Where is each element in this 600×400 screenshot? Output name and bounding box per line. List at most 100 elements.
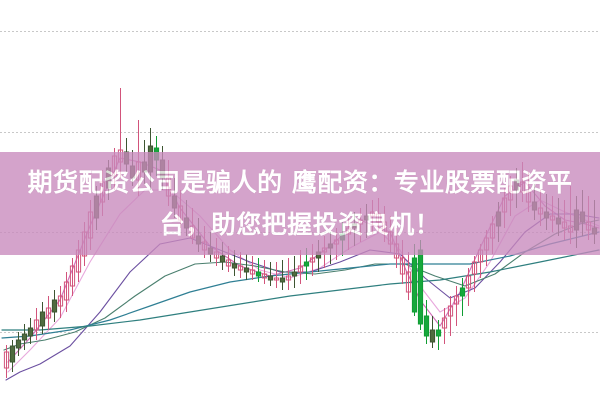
candle-body [579, 211, 586, 223]
candle-body [423, 315, 430, 337]
candle-74 [447, 296, 454, 336]
candle-body [219, 255, 226, 263]
candle-body [69, 265, 76, 287]
candle-body [267, 275, 274, 281]
candle-76 [459, 278, 466, 316]
candle-9 [57, 286, 64, 318]
candle-45 [273, 262, 280, 288]
candle-7 [45, 296, 52, 330]
candle-78 [471, 256, 478, 292]
candle-body [315, 251, 322, 259]
candle-body [237, 265, 244, 271]
candle-body [399, 257, 406, 275]
candle-5 [33, 308, 40, 340]
candle-4 [27, 318, 34, 344]
candle-48 [291, 256, 298, 288]
candle-body [3, 351, 10, 369]
candle-body [9, 345, 16, 363]
candle-body [411, 257, 418, 313]
candle-42 [255, 258, 262, 282]
candle-body [543, 211, 550, 219]
candle-body [435, 329, 442, 337]
candle-body [495, 211, 502, 227]
candle-73 [441, 308, 448, 344]
candle-10 [63, 272, 70, 312]
candle-39 [237, 252, 244, 278]
candle-41 [249, 256, 256, 280]
candle-3 [21, 324, 28, 350]
candle-body [51, 299, 58, 313]
candle-body [279, 277, 286, 283]
candle-body [39, 311, 46, 327]
candle-body [555, 217, 562, 225]
candle-72 [435, 320, 442, 350]
candle-body [291, 271, 298, 277]
candle-71 [429, 316, 436, 348]
candle-body [447, 305, 454, 317]
candle-body [159, 159, 166, 179]
candle-body [339, 233, 346, 241]
candle-body [405, 271, 412, 293]
candle-67 [405, 252, 412, 300]
candle-body [129, 165, 136, 179]
candle-body [351, 223, 358, 229]
candle-body [471, 261, 478, 275]
candle-body [591, 227, 598, 235]
candle-body [225, 259, 232, 267]
candle-body [153, 147, 160, 161]
candle-body [303, 261, 310, 267]
candle-body [417, 249, 424, 325]
candle-43 [261, 260, 268, 284]
candle-77 [465, 268, 472, 306]
candle-body [105, 167, 112, 189]
ma-line-ma120 [1, 249, 600, 331]
candle-body [171, 195, 178, 209]
candle-body [255, 271, 262, 277]
candle-75 [453, 286, 460, 326]
candle-body [273, 277, 280, 281]
candle-6 [39, 302, 46, 334]
candle-body [183, 217, 190, 229]
candle-body [573, 209, 580, 231]
candle-8 [51, 290, 58, 322]
candle-70 [423, 300, 430, 344]
ma-line-ma60 [1, 231, 600, 339]
candle-body [243, 267, 250, 273]
candle-11 [69, 258, 76, 296]
candle-body [297, 265, 304, 273]
candle-69 [417, 240, 424, 330]
candle-49 [297, 250, 304, 284]
candle-body [459, 287, 466, 297]
candle-body [441, 317, 448, 329]
candle-body [15, 339, 22, 349]
candle-body [141, 161, 148, 173]
candle-body [45, 307, 52, 319]
candle-body [21, 333, 28, 341]
candle-body [123, 151, 130, 165]
candle-body [363, 215, 370, 221]
candle-body [63, 281, 70, 301]
candle-body [33, 319, 40, 331]
candle-body [249, 269, 256, 275]
candle-1 [9, 340, 16, 372]
candle-body [327, 243, 334, 249]
candle-body [285, 275, 292, 281]
candle-body [429, 329, 436, 343]
candle-0 [3, 345, 10, 378]
candle-44 [267, 262, 274, 286]
candle-40 [243, 254, 250, 280]
candle-2 [15, 332, 22, 356]
candle-46 [279, 260, 286, 290]
candle-68 [411, 244, 418, 316]
candle-body [465, 275, 472, 289]
candle-body [147, 145, 154, 173]
candle-body [513, 179, 520, 191]
candle-body [261, 273, 268, 279]
candle-body [93, 195, 100, 219]
candle-body [453, 295, 460, 305]
candle-body [531, 201, 538, 211]
candle-body [57, 295, 64, 307]
candle-body [207, 247, 214, 255]
